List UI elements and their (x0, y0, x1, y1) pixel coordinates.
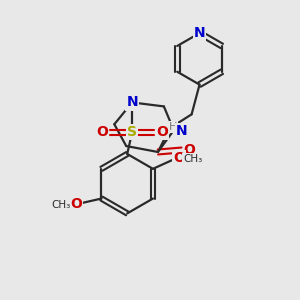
Text: N: N (194, 26, 205, 40)
Text: O: O (156, 125, 168, 139)
Text: O: O (173, 151, 184, 165)
Text: N: N (176, 124, 188, 138)
Text: CH₃: CH₃ (51, 200, 70, 211)
Text: S: S (127, 125, 137, 139)
Text: H: H (169, 122, 177, 132)
Text: N: N (126, 95, 138, 110)
Text: O: O (70, 197, 82, 212)
Text: O: O (184, 143, 196, 157)
Text: CH₃: CH₃ (183, 154, 202, 164)
Text: O: O (97, 125, 108, 139)
